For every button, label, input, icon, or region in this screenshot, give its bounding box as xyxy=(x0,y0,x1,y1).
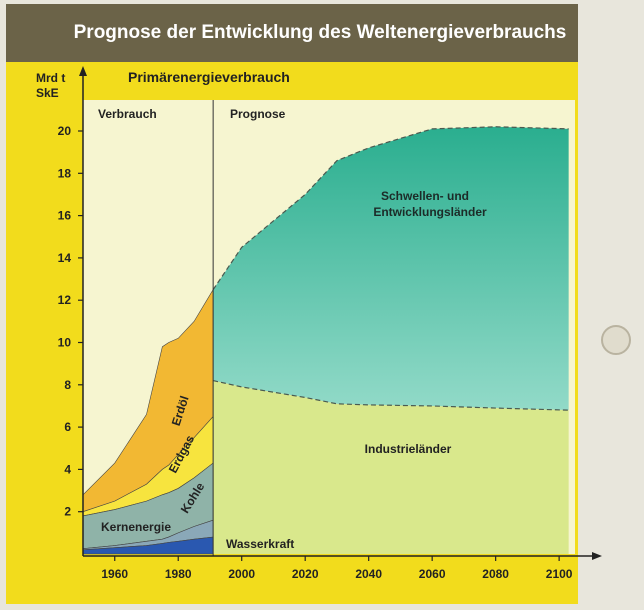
y-tick-label: 6 xyxy=(64,420,71,434)
area-industrial xyxy=(213,380,569,554)
label-developing-1: Schwellen- und xyxy=(381,189,469,203)
y-tick-label: 20 xyxy=(58,124,72,138)
y-axis-arrow-icon xyxy=(79,66,87,76)
section-label-history: Verbrauch xyxy=(98,107,157,121)
y-tick-label: 2 xyxy=(64,505,71,519)
page-title: Prognose der Entwicklung des Weltenergie… xyxy=(74,22,567,43)
x-tick-label: 2000 xyxy=(228,567,255,581)
ticks: 2 4 6 8 10 12 14 16 18 20 1960 1980 2000 2020 2040 2060… xyxy=(58,124,573,581)
area-layers xyxy=(82,126,569,555)
label-hydro: Wasserkraft xyxy=(226,537,294,551)
x-tick-label: 2020 xyxy=(292,567,319,581)
y-tick-label: 16 xyxy=(58,209,72,223)
header-band xyxy=(6,4,578,62)
y-tick-label: 10 xyxy=(58,336,72,350)
y-tick-label: 8 xyxy=(64,378,71,392)
x-tick-label: 2040 xyxy=(355,567,382,581)
chart-title: Primärenergieverbrauch xyxy=(128,69,290,85)
x-tick-label: 2100 xyxy=(546,567,573,581)
line-developing-top xyxy=(212,126,569,290)
y-tick-label: 18 xyxy=(58,166,72,180)
label-developing-2: Entwicklungsländer xyxy=(373,205,487,219)
frame-knob xyxy=(601,325,631,355)
x-tick-label: 1960 xyxy=(101,567,128,581)
label-nuclear: Kernenergie xyxy=(101,520,171,534)
y-axis-label: Mrd t SkE xyxy=(36,71,69,100)
x-tick-label: 1980 xyxy=(165,567,192,581)
y-tick-label: 4 xyxy=(64,462,71,476)
section-label-forecast: Prognose xyxy=(230,107,286,121)
label-industrial: Industrieländer xyxy=(365,442,452,456)
x-axis-arrow-icon xyxy=(592,552,602,560)
y-tick-label: 12 xyxy=(58,293,72,307)
x-tick-label: 2080 xyxy=(482,567,509,581)
y-tick-label: 14 xyxy=(58,251,72,265)
x-tick-label: 2060 xyxy=(419,567,446,581)
line-industrial-top xyxy=(213,379,569,411)
